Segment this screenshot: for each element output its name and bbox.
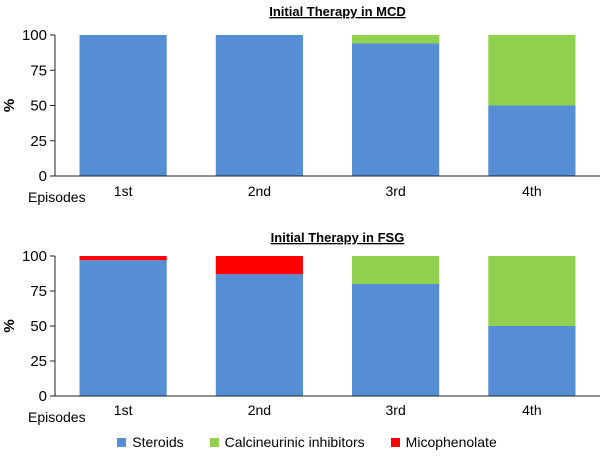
bar-steroids [215, 35, 303, 176]
y-tick-label: 0 [39, 168, 47, 185]
bar-micophenolate [79, 256, 167, 261]
y-tick-label: 75 [30, 283, 47, 300]
bar-calcineurinic-inhibitors [352, 35, 440, 44]
bar-calcineurinic-inhibitors [488, 35, 576, 106]
bar-steroids [215, 274, 303, 396]
bar-steroids [352, 284, 440, 396]
chart-title: Initial Therapy in FSG [271, 230, 405, 245]
legend-label: Calcineurinic inhibitors [224, 434, 365, 450]
bar-steroids [79, 35, 167, 176]
y-tick-label: 100 [22, 27, 47, 44]
x-tick-label: 3rd [386, 183, 406, 199]
bar-steroids [488, 105, 576, 176]
bar-calcineurinic-inhibitors [352, 256, 440, 284]
legend-label: Micophenolate [405, 434, 497, 450]
x-tick-label: 1st [114, 183, 133, 199]
y-tick-label: 25 [30, 133, 47, 150]
legend-item-calcineurinic-inhibitors: Calcineurinic inhibitors [209, 434, 365, 450]
y-axis-label: % [1, 319, 18, 332]
legend-swatch [117, 437, 127, 447]
bar-steroids [79, 260, 167, 396]
legend-swatch [390, 437, 400, 447]
legend-swatch [209, 437, 219, 447]
x-tick-label: 4th [522, 402, 541, 418]
y-tick-label: 0 [39, 388, 47, 405]
y-tick-label: 25 [30, 353, 47, 370]
bar-steroids [352, 43, 440, 177]
chart-title: Initial Therapy in MCD [269, 4, 406, 19]
y-tick-label: 100 [22, 248, 47, 265]
x-tick-label: 1st [114, 402, 133, 418]
x-axis-label: Episodes [28, 189, 86, 205]
x-tick-label: 2nd [248, 183, 271, 199]
y-tick-label: 50 [30, 98, 47, 115]
legend-item-micophenolate: Micophenolate [390, 434, 497, 450]
bar-steroids [488, 326, 576, 396]
legend: Steroids Calcineurinic inhibitors Micophen… [0, 434, 614, 450]
bar-micophenolate [215, 256, 303, 275]
y-axis-label: % [1, 99, 18, 112]
y-tick-label: 75 [30, 62, 47, 79]
legend-item-steroids: Steroids [117, 434, 184, 450]
bar-calcineurinic-inhibitors [488, 256, 576, 326]
x-tick-label: 3rd [386, 402, 406, 418]
x-tick-label: 2nd [248, 402, 271, 418]
y-tick-label: 50 [30, 318, 47, 335]
x-axis-label: Episodes [28, 409, 86, 425]
legend-label: Steroids [132, 434, 184, 450]
x-tick-label: 4th [522, 183, 541, 199]
